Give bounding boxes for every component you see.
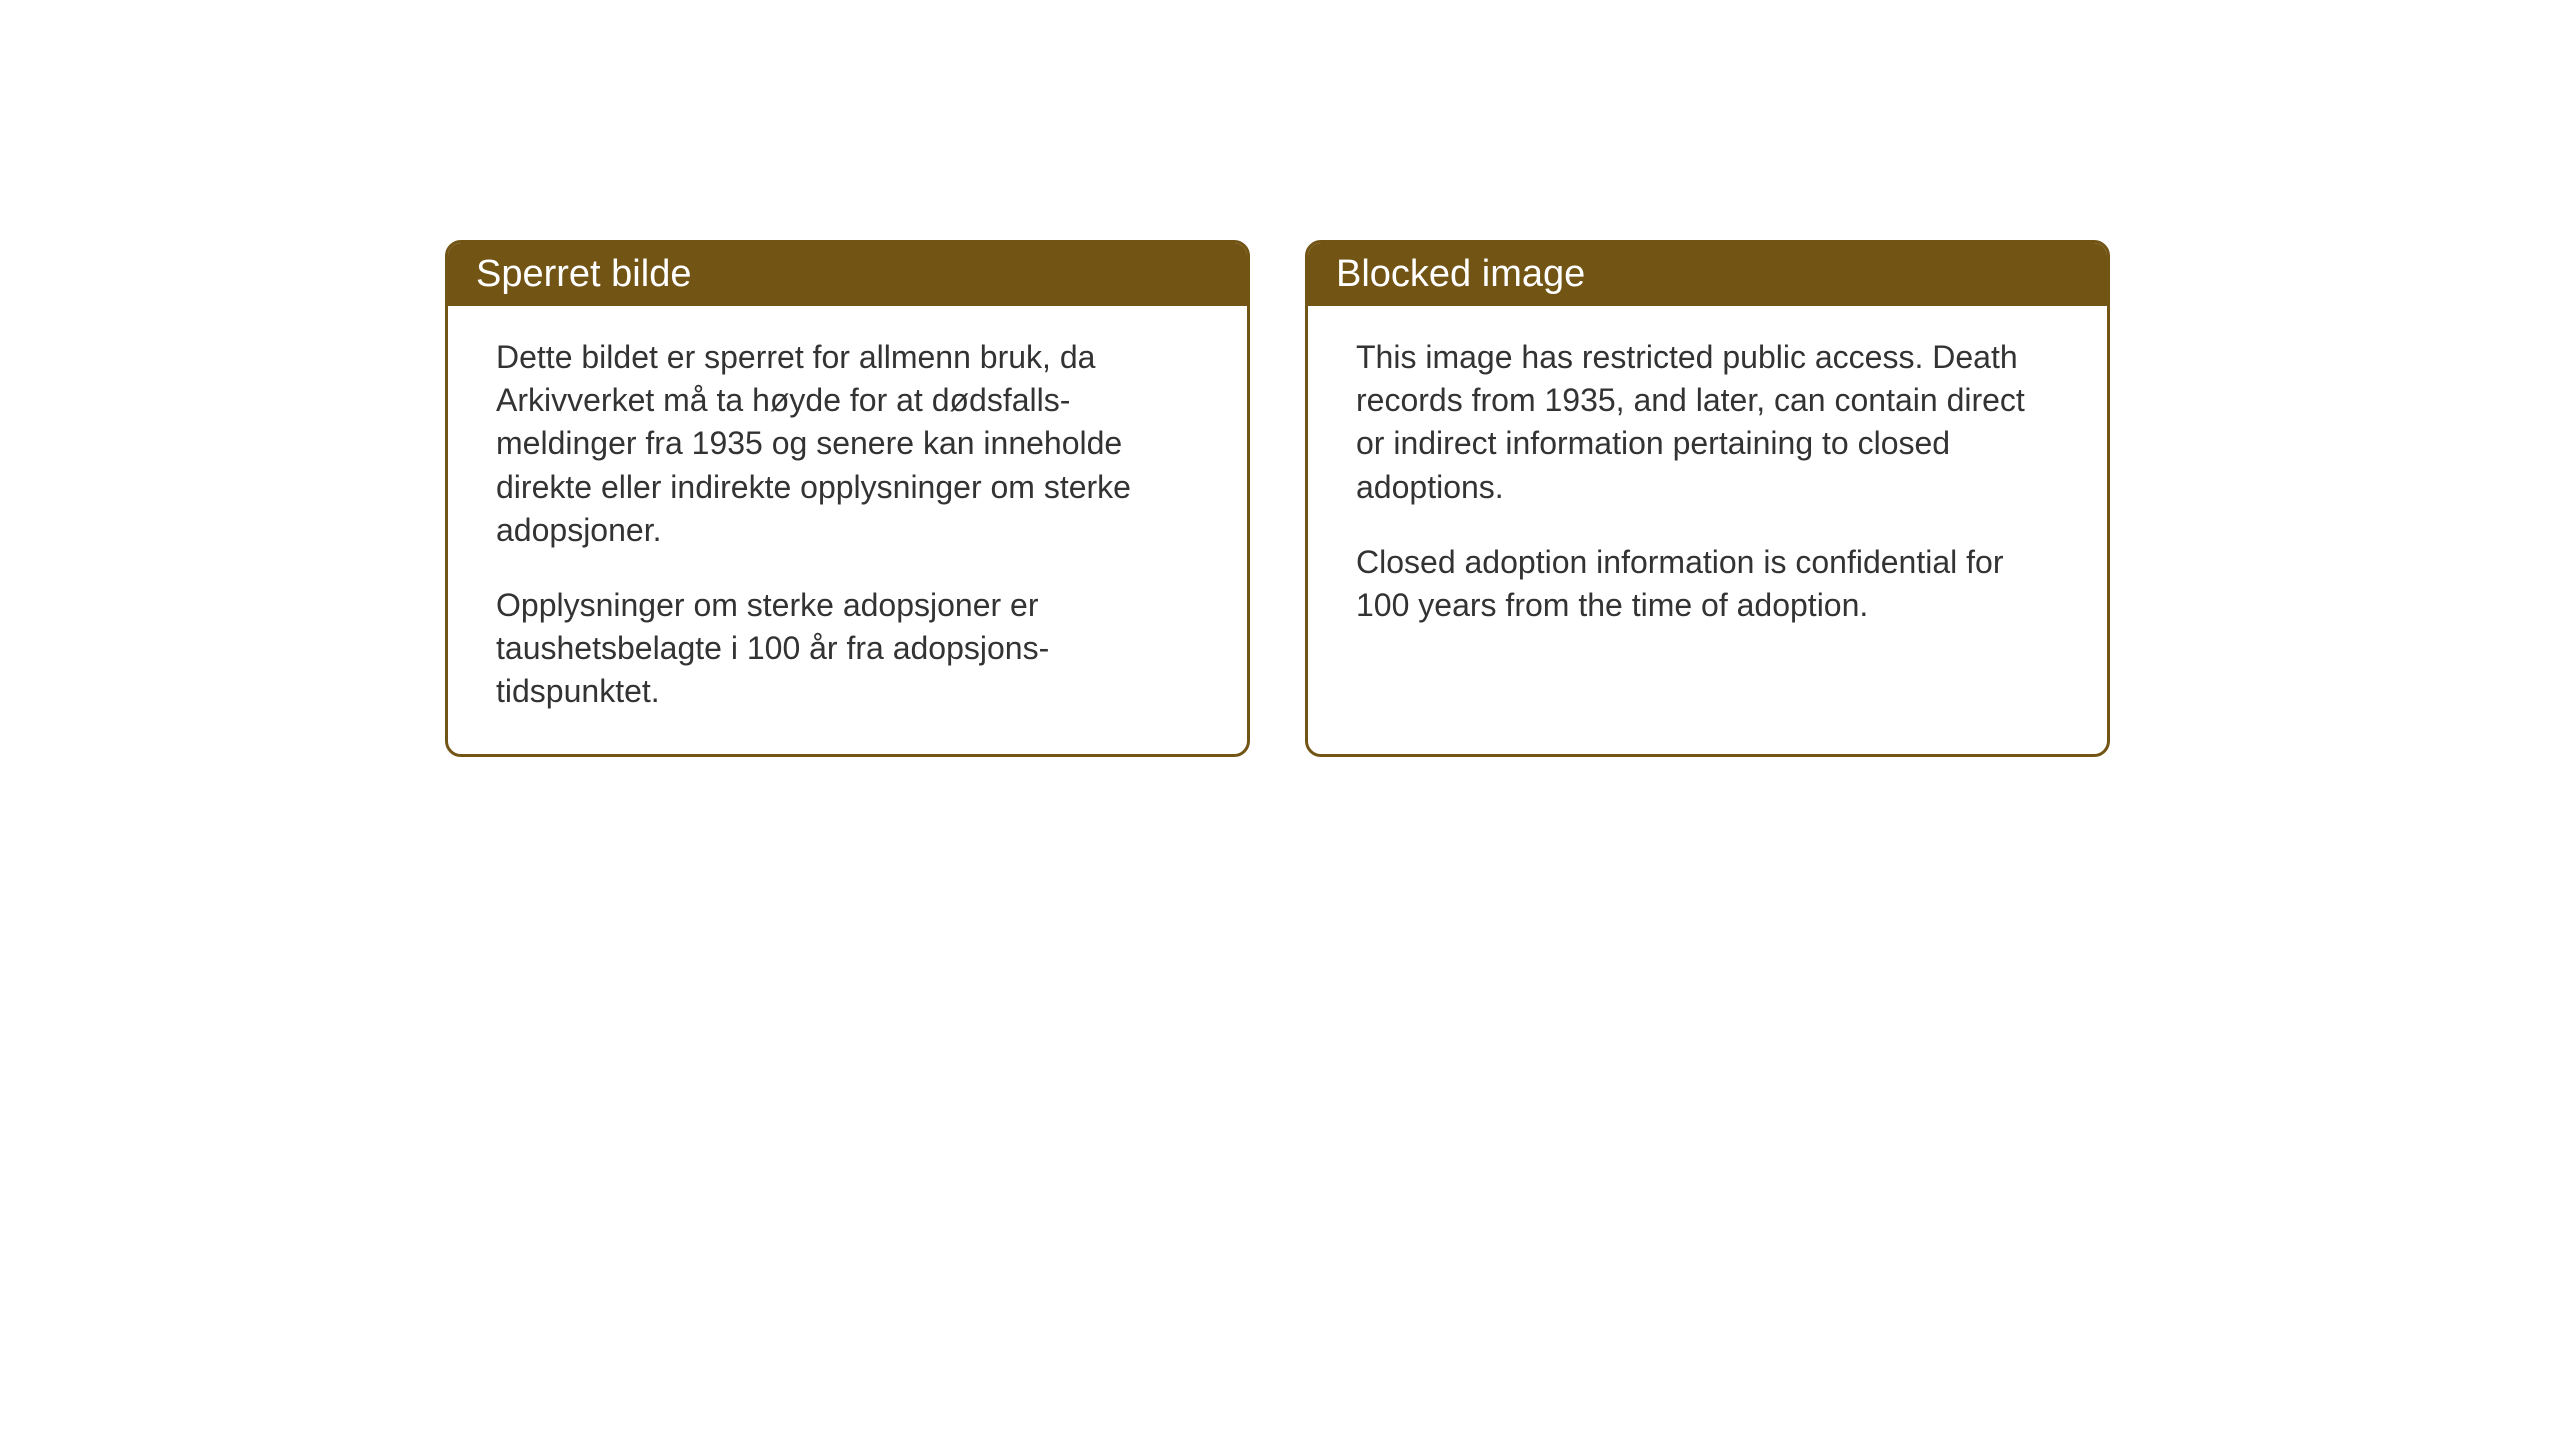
notice-title-english: Blocked image [1308,243,2107,306]
notice-container: Sperret bilde Dette bildet er sperret fo… [445,240,2110,757]
notice-card-norwegian: Sperret bilde Dette bildet er sperret fo… [445,240,1250,757]
notice-paragraph: Dette bildet er sperret for allmenn bruk… [496,336,1199,552]
notice-paragraph: Closed adoption information is confident… [1356,541,2059,627]
notice-body-norwegian: Dette bildet er sperret for allmenn bruk… [448,306,1247,754]
notice-body-english: This image has restricted public access.… [1308,306,2107,667]
notice-paragraph: This image has restricted public access.… [1356,336,2059,509]
notice-card-english: Blocked image This image has restricted … [1305,240,2110,757]
notice-paragraph: Opplysninger om sterke adopsjoner er tau… [496,584,1199,714]
notice-title-norwegian: Sperret bilde [448,243,1247,306]
